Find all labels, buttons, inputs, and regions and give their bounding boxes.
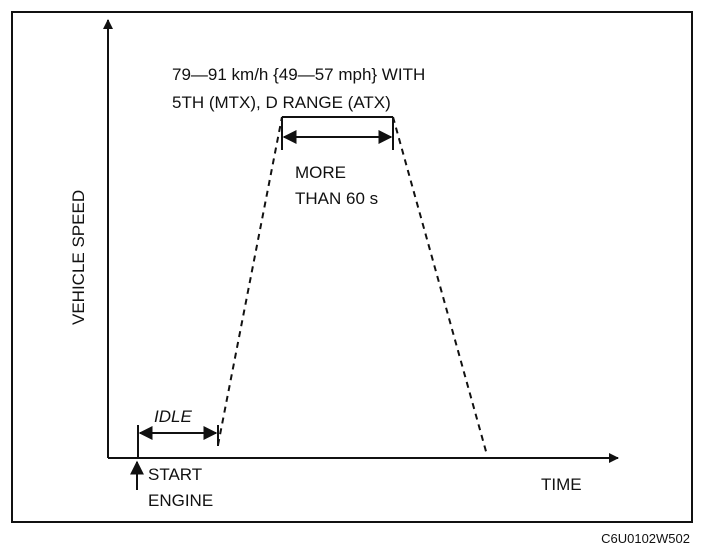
x-axis-label: TIME <box>541 475 582 494</box>
start-label: START <box>148 465 202 484</box>
idle-label: IDLE <box>154 407 192 426</box>
y-axis-label: VEHICLE SPEED <box>69 190 88 325</box>
duration-label: THAN 60 s <box>295 189 378 208</box>
duration-label: MORE <box>295 163 346 182</box>
speed-note: 79—91 km/h {49—57 mph} WITH <box>172 65 425 84</box>
figure-id: C6U0102W502 <box>601 531 690 546</box>
accel-line <box>217 116 283 446</box>
decel-line <box>392 116 488 456</box>
start-label: ENGINE <box>148 491 213 510</box>
speed-note: 5TH (MTX), D RANGE (ATX) <box>172 93 391 112</box>
frame <box>11 11 693 523</box>
